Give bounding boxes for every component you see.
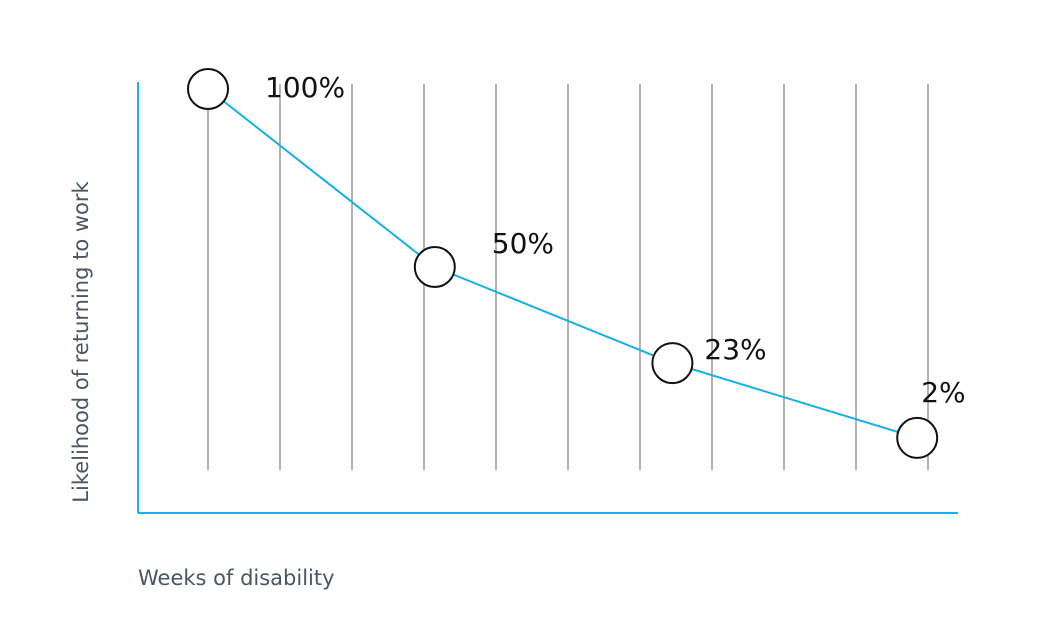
data-labels: 100% 50% 23% 2% <box>265 71 966 409</box>
data-point-marker <box>187 68 229 110</box>
series-line <box>207 88 918 439</box>
data-points <box>187 68 939 459</box>
data-label: 50% <box>492 227 554 260</box>
data-label: 23% <box>704 333 766 366</box>
data-point-marker <box>413 246 456 288</box>
x-axis-title: Weeks of disability <box>138 566 335 590</box>
data-point-marker <box>896 416 939 459</box>
data-point-marker <box>651 342 694 385</box>
y-axis-title: Likelihood of returning to work <box>69 180 93 502</box>
data-label: 100% <box>265 71 345 104</box>
data-label: 2% <box>921 376 965 409</box>
vertical-gridlines <box>207 84 929 470</box>
